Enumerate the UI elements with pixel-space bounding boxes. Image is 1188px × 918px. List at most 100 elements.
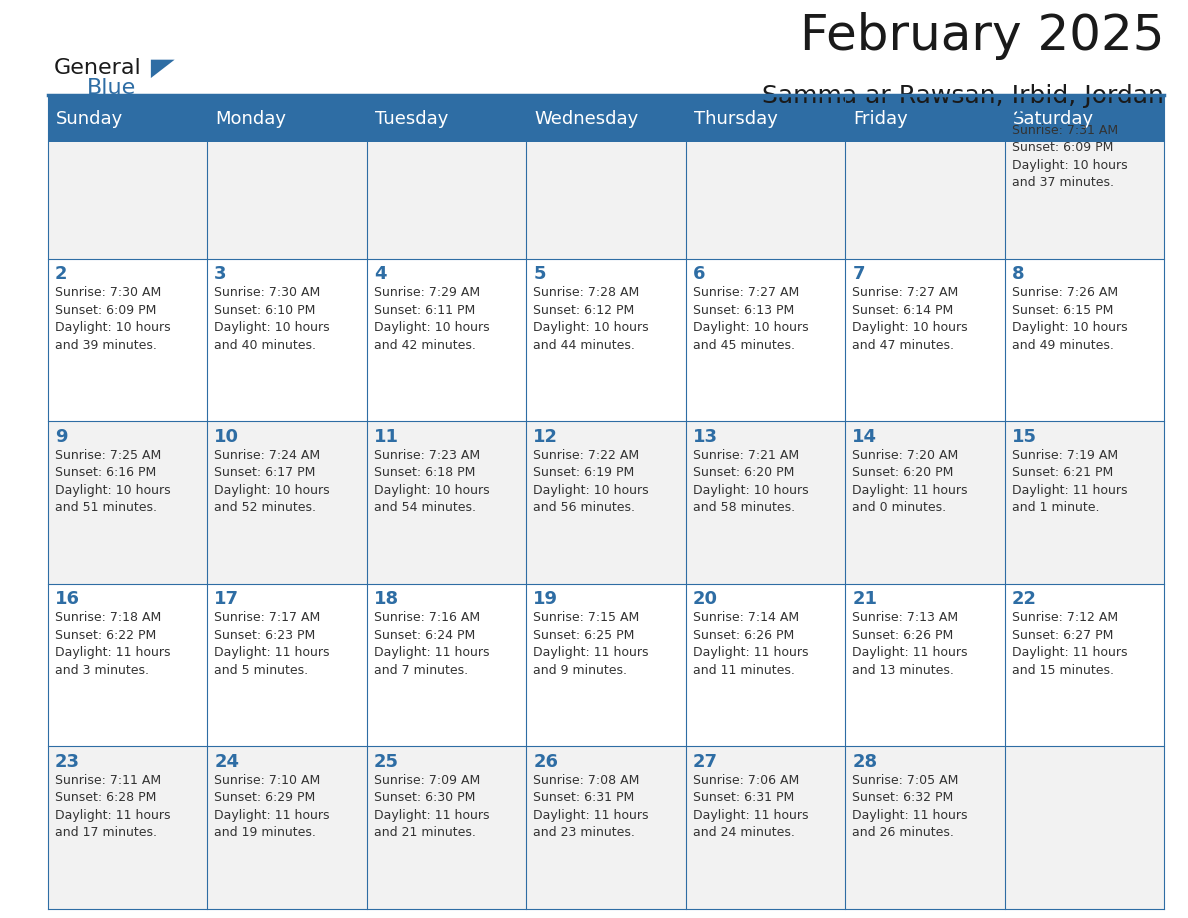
- FancyBboxPatch shape: [48, 96, 1164, 142]
- Text: Sunrise: 7:24 AM
Sunset: 6:17 PM
Daylight: 10 hours
and 52 minutes.: Sunrise: 7:24 AM Sunset: 6:17 PM Dayligh…: [214, 449, 330, 514]
- Text: Sunrise: 7:20 AM
Sunset: 6:20 PM
Daylight: 11 hours
and 0 minutes.: Sunrise: 7:20 AM Sunset: 6:20 PM Dayligh…: [852, 449, 968, 514]
- Text: 26: 26: [533, 753, 558, 771]
- FancyBboxPatch shape: [526, 96, 685, 259]
- Text: 14: 14: [852, 428, 877, 446]
- FancyBboxPatch shape: [207, 259, 367, 421]
- Text: Sunrise: 7:05 AM
Sunset: 6:32 PM
Daylight: 11 hours
and 26 minutes.: Sunrise: 7:05 AM Sunset: 6:32 PM Dayligh…: [852, 774, 968, 839]
- FancyBboxPatch shape: [685, 584, 845, 746]
- Text: Sunrise: 7:17 AM
Sunset: 6:23 PM
Daylight: 11 hours
and 5 minutes.: Sunrise: 7:17 AM Sunset: 6:23 PM Dayligh…: [214, 611, 330, 677]
- Text: 15: 15: [1012, 428, 1037, 446]
- Text: 28: 28: [852, 753, 878, 771]
- FancyBboxPatch shape: [367, 584, 526, 746]
- FancyBboxPatch shape: [207, 746, 367, 909]
- Text: Sunrise: 7:29 AM
Sunset: 6:11 PM
Daylight: 10 hours
and 42 minutes.: Sunrise: 7:29 AM Sunset: 6:11 PM Dayligh…: [374, 286, 489, 352]
- FancyBboxPatch shape: [685, 746, 845, 909]
- Text: Sunrise: 7:16 AM
Sunset: 6:24 PM
Daylight: 11 hours
and 7 minutes.: Sunrise: 7:16 AM Sunset: 6:24 PM Dayligh…: [374, 611, 489, 677]
- Text: Wednesday: Wednesday: [535, 110, 639, 129]
- Text: 18: 18: [374, 590, 399, 609]
- Text: Sunday: Sunday: [56, 110, 124, 129]
- FancyBboxPatch shape: [1005, 584, 1164, 746]
- Text: 4: 4: [374, 265, 386, 284]
- FancyBboxPatch shape: [48, 421, 207, 584]
- FancyBboxPatch shape: [1005, 421, 1164, 584]
- Text: 5: 5: [533, 265, 545, 284]
- Text: 1: 1: [1012, 103, 1024, 121]
- Text: February 2025: February 2025: [800, 12, 1164, 60]
- Text: Sunrise: 7:12 AM
Sunset: 6:27 PM
Daylight: 11 hours
and 15 minutes.: Sunrise: 7:12 AM Sunset: 6:27 PM Dayligh…: [1012, 611, 1127, 677]
- Text: 16: 16: [55, 590, 80, 609]
- Text: Sunrise: 7:14 AM
Sunset: 6:26 PM
Daylight: 11 hours
and 11 minutes.: Sunrise: 7:14 AM Sunset: 6:26 PM Dayligh…: [693, 611, 808, 677]
- Text: Samma ar Rawsan, Irbid, Jordan: Samma ar Rawsan, Irbid, Jordan: [763, 84, 1164, 108]
- Text: Sunrise: 7:25 AM
Sunset: 6:16 PM
Daylight: 10 hours
and 51 minutes.: Sunrise: 7:25 AM Sunset: 6:16 PM Dayligh…: [55, 449, 170, 514]
- FancyBboxPatch shape: [845, 96, 1005, 259]
- FancyBboxPatch shape: [845, 421, 1005, 584]
- Text: Sunrise: 7:27 AM
Sunset: 6:13 PM
Daylight: 10 hours
and 45 minutes.: Sunrise: 7:27 AM Sunset: 6:13 PM Dayligh…: [693, 286, 808, 352]
- FancyBboxPatch shape: [685, 96, 845, 259]
- FancyBboxPatch shape: [48, 584, 207, 746]
- FancyBboxPatch shape: [367, 259, 526, 421]
- Text: Tuesday: Tuesday: [375, 110, 448, 129]
- FancyBboxPatch shape: [1005, 259, 1164, 421]
- Text: 7: 7: [852, 265, 865, 284]
- FancyBboxPatch shape: [1005, 746, 1164, 909]
- FancyBboxPatch shape: [526, 584, 685, 746]
- Text: Sunrise: 7:06 AM
Sunset: 6:31 PM
Daylight: 11 hours
and 24 minutes.: Sunrise: 7:06 AM Sunset: 6:31 PM Dayligh…: [693, 774, 808, 839]
- Text: Sunrise: 7:30 AM
Sunset: 6:09 PM
Daylight: 10 hours
and 39 minutes.: Sunrise: 7:30 AM Sunset: 6:09 PM Dayligh…: [55, 286, 170, 352]
- Text: Sunrise: 7:30 AM
Sunset: 6:10 PM
Daylight: 10 hours
and 40 minutes.: Sunrise: 7:30 AM Sunset: 6:10 PM Dayligh…: [214, 286, 330, 352]
- FancyBboxPatch shape: [367, 746, 526, 909]
- Text: Sunrise: 7:22 AM
Sunset: 6:19 PM
Daylight: 10 hours
and 56 minutes.: Sunrise: 7:22 AM Sunset: 6:19 PM Dayligh…: [533, 449, 649, 514]
- Text: 17: 17: [214, 590, 239, 609]
- Text: Sunrise: 7:27 AM
Sunset: 6:14 PM
Daylight: 10 hours
and 47 minutes.: Sunrise: 7:27 AM Sunset: 6:14 PM Dayligh…: [852, 286, 968, 352]
- Text: Sunrise: 7:18 AM
Sunset: 6:22 PM
Daylight: 11 hours
and 3 minutes.: Sunrise: 7:18 AM Sunset: 6:22 PM Dayligh…: [55, 611, 170, 677]
- Text: Sunrise: 7:19 AM
Sunset: 6:21 PM
Daylight: 11 hours
and 1 minute.: Sunrise: 7:19 AM Sunset: 6:21 PM Dayligh…: [1012, 449, 1127, 514]
- FancyBboxPatch shape: [845, 746, 1005, 909]
- Text: 2: 2: [55, 265, 68, 284]
- Text: 24: 24: [214, 753, 239, 771]
- FancyBboxPatch shape: [526, 259, 685, 421]
- FancyBboxPatch shape: [685, 259, 845, 421]
- FancyBboxPatch shape: [207, 421, 367, 584]
- Text: Sunrise: 7:09 AM
Sunset: 6:30 PM
Daylight: 11 hours
and 21 minutes.: Sunrise: 7:09 AM Sunset: 6:30 PM Dayligh…: [374, 774, 489, 839]
- Text: 10: 10: [214, 428, 239, 446]
- Polygon shape: [151, 60, 175, 78]
- FancyBboxPatch shape: [48, 96, 207, 259]
- Text: Monday: Monday: [215, 110, 286, 129]
- Text: 8: 8: [1012, 265, 1024, 284]
- Text: General: General: [53, 58, 141, 78]
- Text: 19: 19: [533, 590, 558, 609]
- Text: Sunrise: 7:28 AM
Sunset: 6:12 PM
Daylight: 10 hours
and 44 minutes.: Sunrise: 7:28 AM Sunset: 6:12 PM Dayligh…: [533, 286, 649, 352]
- FancyBboxPatch shape: [367, 96, 526, 259]
- Text: Blue: Blue: [87, 78, 135, 98]
- Text: Sunrise: 7:13 AM
Sunset: 6:26 PM
Daylight: 11 hours
and 13 minutes.: Sunrise: 7:13 AM Sunset: 6:26 PM Dayligh…: [852, 611, 968, 677]
- Text: Sunrise: 7:10 AM
Sunset: 6:29 PM
Daylight: 11 hours
and 19 minutes.: Sunrise: 7:10 AM Sunset: 6:29 PM Dayligh…: [214, 774, 330, 839]
- Text: Sunrise: 7:15 AM
Sunset: 6:25 PM
Daylight: 11 hours
and 9 minutes.: Sunrise: 7:15 AM Sunset: 6:25 PM Dayligh…: [533, 611, 649, 677]
- Text: 6: 6: [693, 265, 706, 284]
- FancyBboxPatch shape: [685, 421, 845, 584]
- FancyBboxPatch shape: [526, 421, 685, 584]
- Text: 20: 20: [693, 590, 718, 609]
- Text: Sunrise: 7:08 AM
Sunset: 6:31 PM
Daylight: 11 hours
and 23 minutes.: Sunrise: 7:08 AM Sunset: 6:31 PM Dayligh…: [533, 774, 649, 839]
- FancyBboxPatch shape: [367, 421, 526, 584]
- FancyBboxPatch shape: [48, 746, 207, 909]
- Text: 3: 3: [214, 265, 227, 284]
- Text: 27: 27: [693, 753, 718, 771]
- FancyBboxPatch shape: [207, 584, 367, 746]
- Text: 13: 13: [693, 428, 718, 446]
- Text: Thursday: Thursday: [694, 110, 778, 129]
- FancyBboxPatch shape: [526, 746, 685, 909]
- Text: Sunrise: 7:21 AM
Sunset: 6:20 PM
Daylight: 10 hours
and 58 minutes.: Sunrise: 7:21 AM Sunset: 6:20 PM Dayligh…: [693, 449, 808, 514]
- Text: 22: 22: [1012, 590, 1037, 609]
- Text: Sunrise: 7:23 AM
Sunset: 6:18 PM
Daylight: 10 hours
and 54 minutes.: Sunrise: 7:23 AM Sunset: 6:18 PM Dayligh…: [374, 449, 489, 514]
- Text: Sunrise: 7:26 AM
Sunset: 6:15 PM
Daylight: 10 hours
and 49 minutes.: Sunrise: 7:26 AM Sunset: 6:15 PM Dayligh…: [1012, 286, 1127, 352]
- Text: Friday: Friday: [853, 110, 909, 129]
- FancyBboxPatch shape: [48, 259, 207, 421]
- FancyBboxPatch shape: [207, 96, 367, 259]
- Text: 12: 12: [533, 428, 558, 446]
- Text: 21: 21: [852, 590, 877, 609]
- Text: 25: 25: [374, 753, 399, 771]
- Text: Sunrise: 7:31 AM
Sunset: 6:09 PM
Daylight: 10 hours
and 37 minutes.: Sunrise: 7:31 AM Sunset: 6:09 PM Dayligh…: [1012, 124, 1127, 189]
- Text: Saturday: Saturday: [1013, 110, 1094, 129]
- Text: 23: 23: [55, 753, 80, 771]
- Text: 11: 11: [374, 428, 399, 446]
- FancyBboxPatch shape: [1005, 96, 1164, 259]
